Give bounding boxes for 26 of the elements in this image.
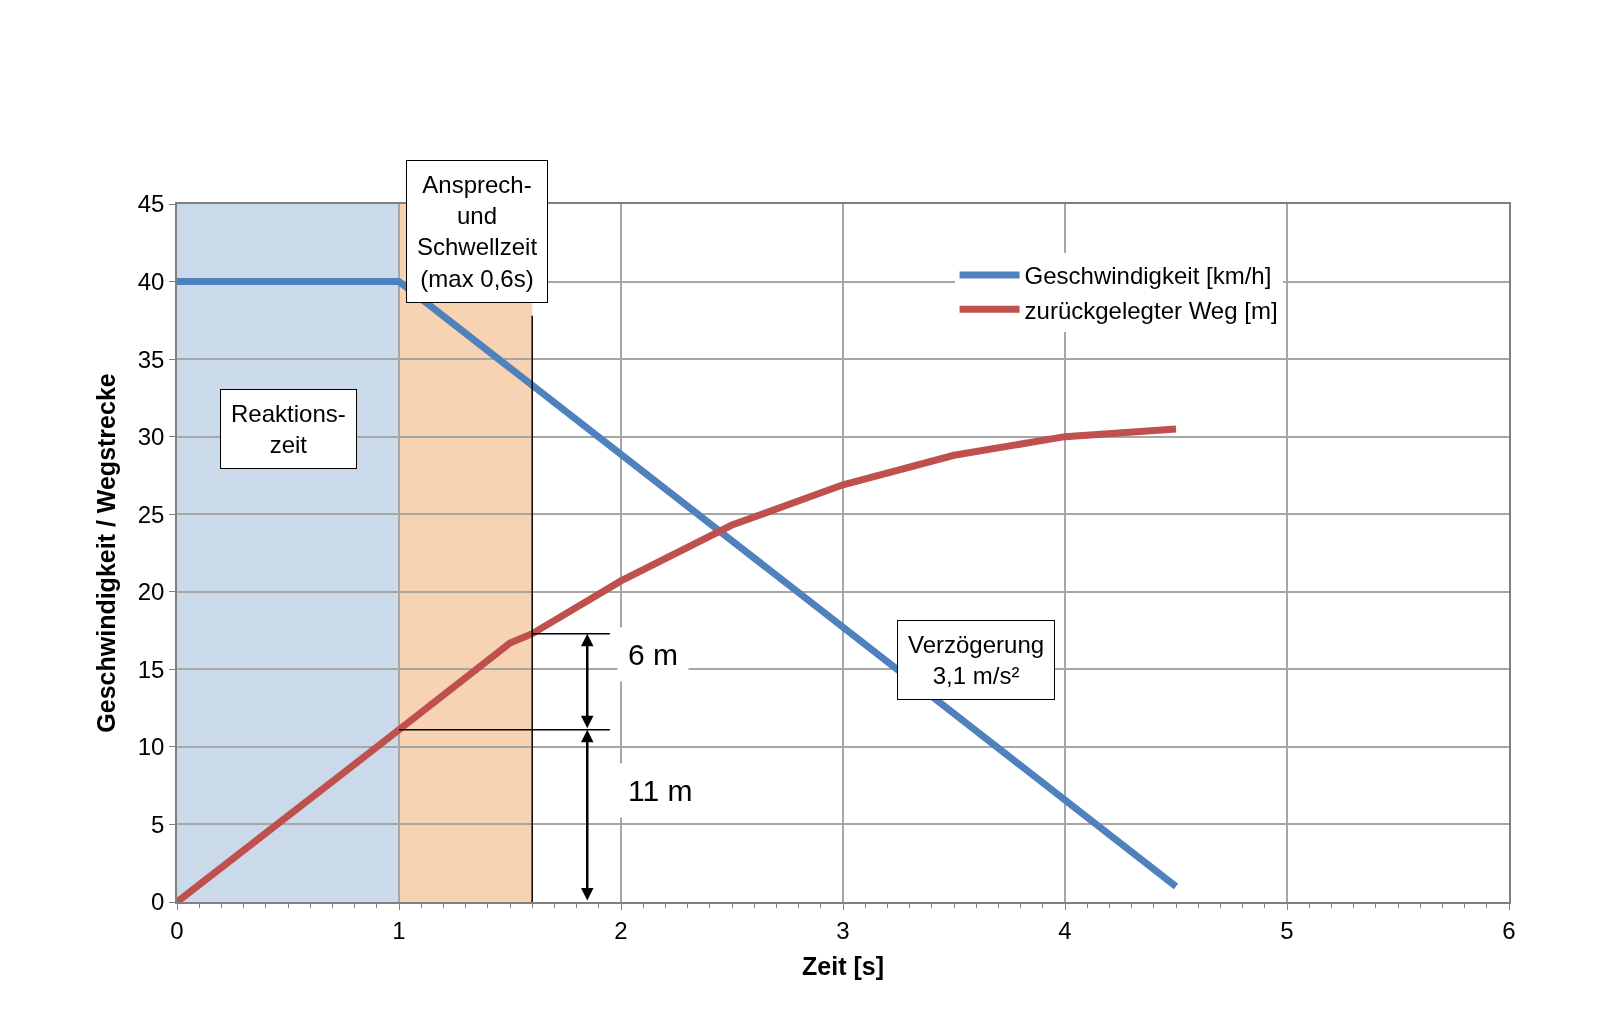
y-tick-label: 0: [151, 888, 165, 916]
annotation: 11 m: [628, 774, 693, 807]
y-tick-label: 45: [137, 190, 165, 218]
x-tick-label: 2: [614, 916, 628, 944]
legend-label: zurückgelegter Weg [m]: [1024, 296, 1278, 324]
x-tick-label: 3: [836, 916, 850, 944]
y-tick-label: 5: [151, 810, 165, 838]
y-tick-label: 35: [137, 345, 165, 373]
y-axis-title: Geschwindigkeit / Wegstrecke: [92, 373, 120, 733]
legend-label: Geschwindigkeit [km/h]: [1024, 262, 1272, 290]
x-tick-label: 0: [170, 916, 184, 944]
y-tick-label: 10: [137, 733, 165, 761]
y-tick-label: 20: [137, 578, 165, 606]
x-tick-label: 5: [1280, 916, 1294, 944]
y-tick-label: 30: [137, 423, 165, 451]
y-tick-label: 40: [137, 267, 165, 295]
x-tick-label: 1: [392, 916, 406, 944]
annotation: Verzögerung 3,1 m/s²: [908, 631, 1045, 690]
x-tick-label: 6: [1502, 916, 1516, 944]
annotation: 6 m: [628, 638, 679, 671]
band-label: Reaktions- zeit: [231, 400, 346, 459]
y-tick-label: 25: [137, 500, 165, 528]
band-label: Ansprech- und Schwellzeit (max 0,6s): [417, 171, 538, 292]
x-tick-label: 4: [1058, 916, 1072, 944]
y-tick-label: 15: [137, 655, 165, 683]
x-axis-title: Zeit [s]: [802, 952, 884, 981]
